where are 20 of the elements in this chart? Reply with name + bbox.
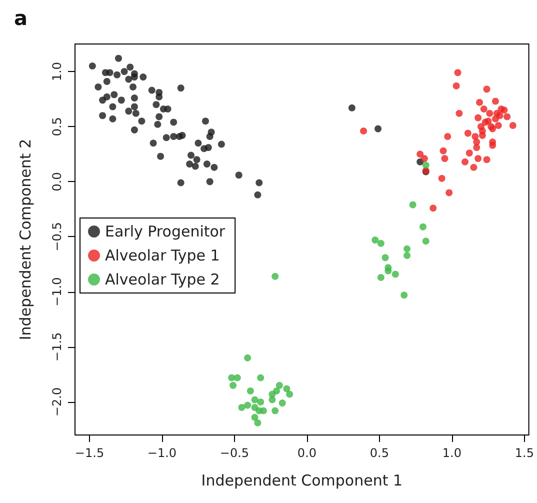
y-tick-label: 0.0: [50, 172, 64, 192]
legend-label: Early Progenitor: [105, 222, 226, 240]
y-tick-label: −0.5: [50, 222, 64, 252]
x-tick-label: −1.5: [74, 446, 104, 460]
y-tick-label: −1.5: [50, 332, 64, 362]
x-tick-label: −1.0: [147, 446, 177, 460]
x-axis-title: Independent Component 1: [201, 472, 403, 490]
x-tick-label: 1.0: [442, 446, 462, 460]
x-tick-label: 1.5: [514, 446, 534, 460]
legend-label: Alveolar Type 2: [105, 270, 220, 288]
text: a: [14, 6, 28, 30]
y-tick-label: 1.0: [50, 62, 64, 82]
x-tick-label: 0.0: [297, 446, 317, 460]
x-tick-label: 0.5: [370, 446, 390, 460]
y-tick-label: −2.0: [50, 387, 64, 417]
y-axis-title: Independent Component 2: [16, 138, 34, 340]
y-tick-label: −1.0: [50, 277, 64, 306]
x-tick-label: −0.5: [220, 446, 250, 460]
y-tick-label: 0.5: [50, 117, 64, 136]
legend-label: Alveolar Type 1: [105, 246, 220, 264]
